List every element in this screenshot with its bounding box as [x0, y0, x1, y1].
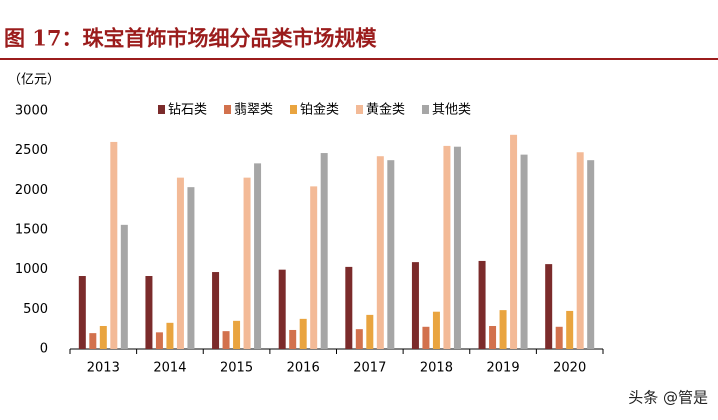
bar [345, 266, 353, 349]
bar [355, 329, 363, 349]
bar [278, 269, 286, 349]
x-tick-label: 2017 [353, 361, 386, 376]
bar [520, 154, 528, 349]
chart-title: 图 17：珠宝首饰市场细分品类市场规模 [4, 26, 378, 51]
bar [78, 276, 86, 349]
bar [176, 177, 184, 349]
legend-label: 黄金类 [366, 102, 405, 118]
bar [89, 333, 97, 349]
y-tick-label: 1500 [15, 223, 48, 238]
bar [566, 310, 574, 349]
x-tick-label: 2019 [487, 361, 520, 376]
bar [376, 156, 384, 349]
x-tick-label: 2016 [287, 361, 320, 376]
bar [387, 160, 395, 349]
bar [120, 224, 128, 349]
bar [166, 322, 174, 349]
bar [243, 177, 251, 349]
bar [110, 141, 118, 349]
bar [453, 146, 461, 349]
bar [489, 325, 497, 349]
bar [576, 152, 584, 349]
bar [422, 326, 430, 349]
legend-swatch [224, 105, 231, 114]
bar [320, 153, 328, 349]
bar [411, 262, 419, 349]
x-tick-label: 2020 [553, 361, 586, 376]
y-tick-label: 0 [40, 342, 48, 357]
x-tick-label: 2014 [153, 361, 186, 376]
legend-label: 钻石类 [168, 103, 207, 118]
bar [555, 326, 563, 349]
bar [145, 276, 153, 349]
bar [310, 186, 318, 349]
watermark: 头条 @管是 [628, 389, 708, 407]
bar [155, 332, 163, 349]
bar [254, 163, 262, 349]
y-tick-label: 1000 [15, 262, 48, 277]
bar [233, 320, 241, 349]
bar [545, 264, 553, 349]
bar [99, 325, 107, 349]
x-tick-label: 2013 [87, 361, 120, 376]
bar [289, 329, 297, 349]
bar [510, 134, 518, 349]
legend-label: 其他类 [432, 103, 471, 118]
legend-swatch [290, 105, 297, 114]
y-tick-label: 2000 [15, 183, 48, 198]
legend-label: 翡翠类 [234, 103, 273, 118]
legend-swatch [158, 105, 165, 114]
bar [222, 331, 230, 349]
y-tick-label: 2500 [15, 143, 48, 158]
y-tick-label: 3000 [15, 104, 48, 119]
bar [478, 260, 486, 349]
bar [366, 314, 374, 349]
bar [299, 318, 307, 349]
bar [499, 310, 507, 349]
bar [187, 187, 195, 349]
legend-swatch [422, 105, 429, 114]
bar [587, 160, 595, 349]
x-tick-label: 2015 [220, 361, 253, 376]
y-tick-label: 500 [23, 302, 48, 317]
bar [212, 272, 220, 349]
x-tick-label: 2018 [420, 361, 453, 376]
bar [432, 311, 440, 349]
bar [443, 145, 451, 349]
legend-label: 铂金类 [300, 102, 339, 118]
legend-swatch [356, 105, 363, 114]
unit-label: （亿元） [8, 73, 60, 88]
